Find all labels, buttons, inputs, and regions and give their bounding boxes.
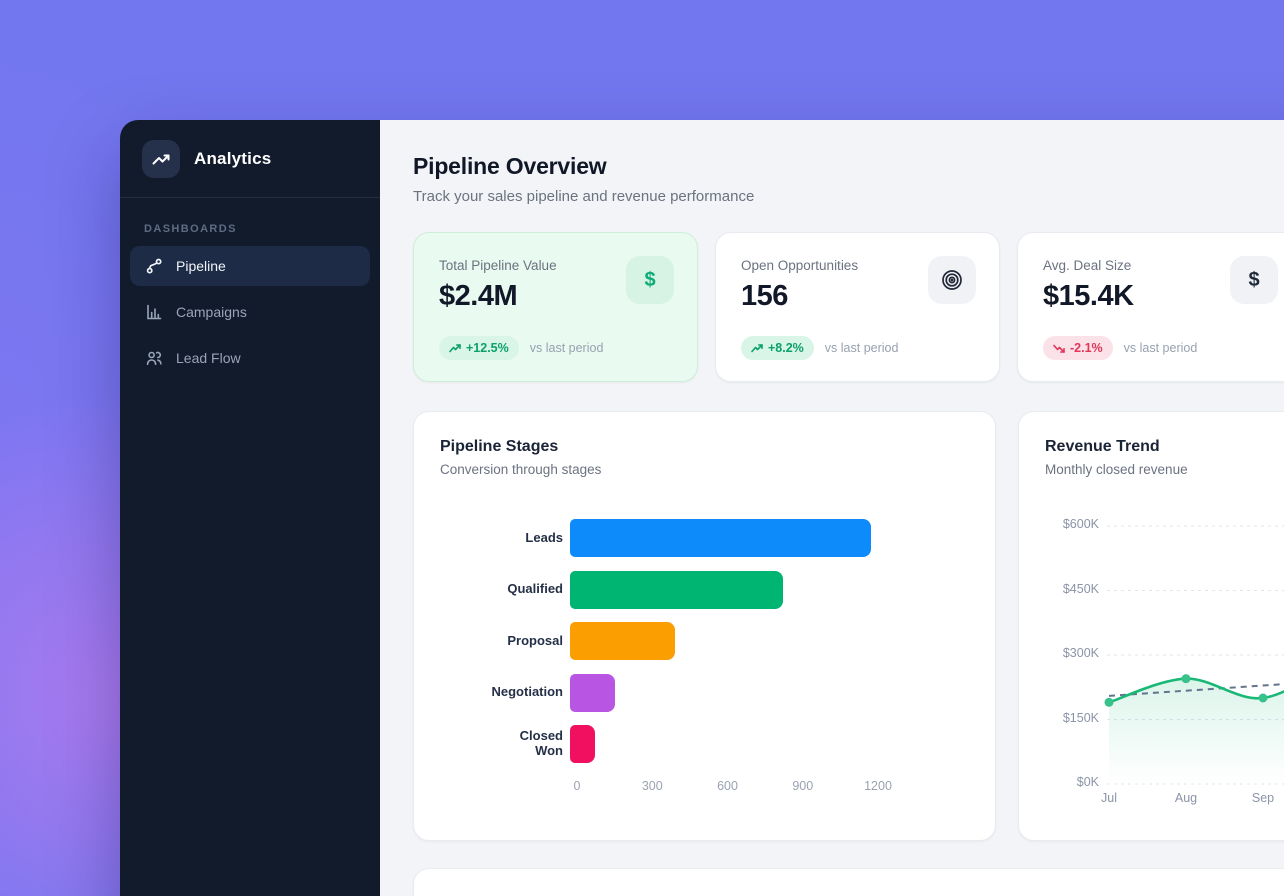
comparison-text: vs last period — [824, 341, 899, 355]
change-badge: +8.2% — [741, 336, 814, 360]
x-axis-tick: 900 — [792, 778, 814, 793]
trending-up-logo-icon — [142, 140, 180, 178]
sidebar: Analytics DASHBOARDS Pipeline — [120, 120, 380, 896]
kpi-card-total-pipeline-value: Total Pipeline Value $2.4M $ +12.5% vs l… — [413, 232, 698, 382]
chart-subtitle: Monthly closed revenue — [1045, 462, 1188, 477]
sidebar-nav: Pipeline Campaigns — [120, 246, 380, 378]
brand-row: Analytics — [120, 120, 380, 198]
dollar-icon: $ — [1230, 256, 1278, 304]
bar-track — [570, 673, 969, 712]
kpi-footer: +12.5% vs last period — [439, 336, 603, 360]
sidebar-section-label: DASHBOARDS — [144, 223, 237, 235]
kpi-label: Open Opportunities — [741, 258, 859, 273]
pipeline-stages-bar-chart: Leads Qualified Proposal Negotiation Closed … — [440, 519, 969, 797]
main-content: Pipeline Overview Track your sales pipel… — [380, 120, 1284, 896]
pipeline-stages-card: Pipeline Stages Conversion through stage… — [413, 411, 996, 841]
kpi-value: $2.4M — [439, 280, 518, 312]
bar-row: Closed Won — [440, 725, 969, 763]
bar-category-label: Closed Won — [519, 728, 563, 758]
bar-track — [570, 519, 969, 557]
chart-title: Revenue Trend — [1045, 438, 1160, 455]
bar-x-axis: 0 300 600 900 1200 — [573, 777, 969, 797]
bar-category-label: Qualified — [507, 581, 563, 597]
kpi-value: 156 — [741, 280, 788, 312]
sidebar-item-lead-flow[interactable]: Lead Flow — [130, 338, 370, 378]
x-axis-label: Jul — [1101, 791, 1117, 805]
page-subtitle: Track your sales pipeline and revenue pe… — [413, 188, 755, 205]
brand-name: Analytics — [194, 149, 272, 168]
bottom-card — [413, 868, 1284, 896]
data-point — [1104, 697, 1114, 707]
line-chart-svg — [1104, 525, 1284, 785]
revenue-line — [1107, 677, 1284, 704]
page-title: Pipeline Overview — [413, 153, 607, 179]
sidebar-item-pipeline[interactable]: Pipeline — [130, 246, 370, 286]
chart-title: Pipeline Stages — [440, 438, 559, 455]
kpi-label: Total Pipeline Value — [439, 258, 557, 273]
bar-closed-won — [570, 725, 596, 763]
chart-subtitle: Conversion through stages — [440, 462, 602, 477]
kpi-row: Total Pipeline Value $2.4M $ +12.5% vs l… — [413, 232, 1284, 382]
y-axis-label: $450K — [1062, 581, 1099, 596]
app-window: Analytics DASHBOARDS Pipeline — [120, 120, 1284, 896]
revenue-trend-card: Revenue Trend Monthly closed revenue $60… — [1018, 411, 1284, 841]
pipeline-flow-icon — [146, 258, 162, 274]
trending-up-icon — [751, 343, 763, 352]
bar-category-label: Leads — [525, 529, 563, 545]
users-icon — [146, 351, 162, 365]
x-axis-label: Aug — [1174, 791, 1198, 805]
bar-row: Proposal — [440, 622, 969, 660]
data-point — [1181, 674, 1191, 684]
kpi-card-open-opportunities: Open Opportunities 156 +8.2 — [715, 232, 1000, 382]
change-badge: -2.1% — [1043, 336, 1113, 360]
bar-leads — [570, 519, 871, 557]
trending-up-icon — [449, 343, 461, 352]
bar-category-label: Negotiation — [491, 684, 564, 700]
target-icon — [928, 256, 976, 304]
bar-row: Leads — [440, 519, 969, 557]
x-axis-tick: 0 — [573, 778, 581, 793]
change-badge: +12.5% — [439, 336, 519, 360]
x-axis-label: Sep — [1251, 791, 1275, 805]
kpi-footer: -2.1% vs last period — [1043, 336, 1197, 360]
bar-negotiation — [570, 673, 616, 712]
y-axis-label: $0K — [1076, 775, 1099, 789]
comparison-text: vs last period — [529, 341, 604, 355]
dollar-icon: $ — [626, 256, 674, 304]
bar-proposal — [570, 622, 676, 660]
charts-row: Pipeline Stages Conversion through stage… — [413, 411, 1284, 841]
bar-track — [570, 622, 969, 660]
sidebar-item-campaigns[interactable]: Campaigns — [130, 292, 370, 332]
bar-chart-icon — [147, 304, 162, 320]
kpi-footer: +8.2% vs last period — [741, 336, 898, 360]
x-axis-tick: 1200 — [864, 778, 892, 793]
trending-down-icon — [1053, 344, 1065, 353]
bar-row: Negotiation — [440, 673, 969, 712]
area-fill — [1109, 678, 1284, 784]
kpi-card-avg-deal-size: Avg. Deal Size $15.4K $ -2.1% vs last pe… — [1017, 232, 1284, 382]
kpi-value: $15.4K — [1043, 280, 1134, 312]
y-axis-label: $300K — [1062, 646, 1099, 660]
sidebar-item-label: Lead Flow — [176, 350, 241, 366]
sidebar-item-label: Campaigns — [176, 304, 247, 320]
comparison-text: vs last period — [1123, 341, 1198, 355]
y-axis-label: $600K — [1062, 517, 1099, 531]
bar-track — [570, 725, 969, 763]
bar-category-label: Proposal — [507, 632, 563, 648]
x-axis-tick: 300 — [641, 778, 663, 793]
bar-qualified — [570, 570, 784, 609]
data-point — [1258, 693, 1268, 703]
y-axis-label: $150K — [1062, 710, 1099, 725]
kpi-label: Avg. Deal Size — [1043, 258, 1132, 273]
bar-track — [570, 570, 969, 609]
sidebar-item-label: Pipeline — [176, 258, 226, 274]
bar-row: Qualified — [440, 570, 969, 609]
revenue-trend-line-chart: $600K$450K$300K$150K$0KJulAugSepOct — [1045, 489, 1284, 805]
x-axis-tick: 600 — [717, 778, 738, 793]
